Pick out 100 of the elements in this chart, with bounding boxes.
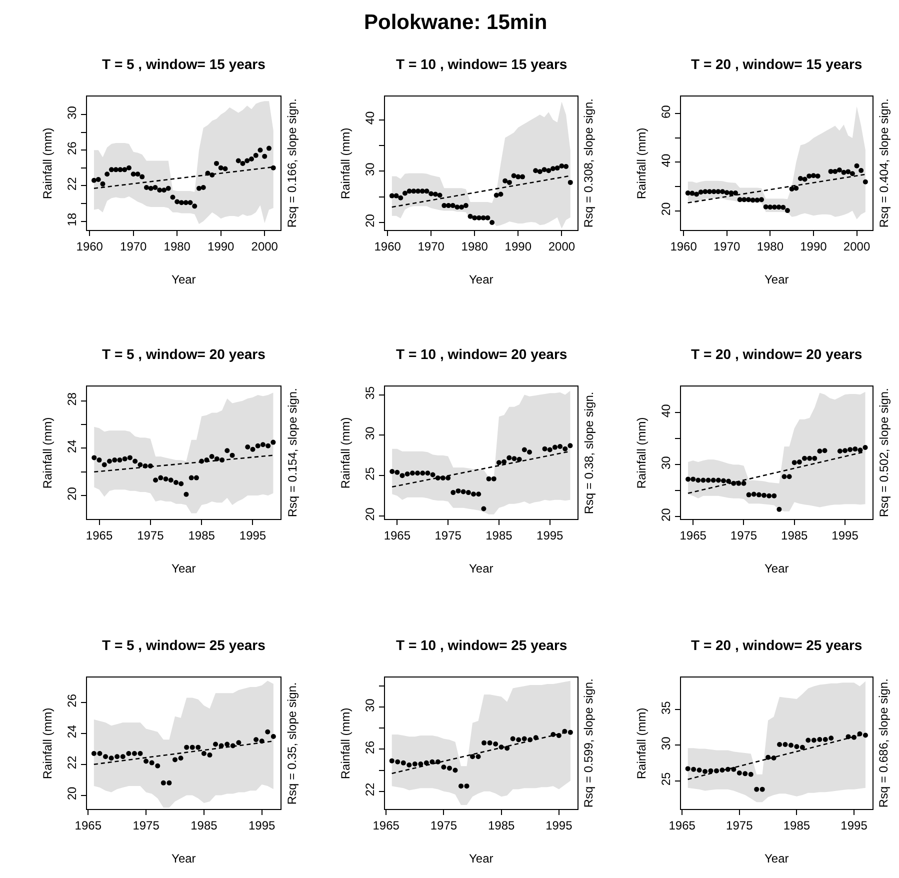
point [510, 736, 516, 742]
point [446, 476, 451, 481]
point [836, 168, 842, 172]
point [846, 734, 851, 740]
point [792, 460, 797, 466]
x-tick-label: 1995 [248, 818, 276, 833]
point [724, 190, 730, 196]
x-tick-label: 2000 [548, 240, 576, 254]
point [460, 489, 466, 494]
point [132, 458, 138, 464]
point [542, 167, 547, 172]
y-axis-title: Rainfall (mm) [338, 128, 352, 200]
point [425, 470, 430, 476]
point [118, 167, 123, 172]
point [194, 475, 199, 480]
point [754, 198, 760, 203]
point [168, 478, 174, 483]
point [468, 214, 473, 219]
point [776, 506, 782, 512]
point [554, 166, 560, 171]
point [812, 456, 818, 461]
x-tick-label: 1965 [86, 528, 113, 543]
point [766, 493, 772, 498]
point [854, 163, 860, 168]
x-tick-label: 1975 [730, 528, 758, 543]
point [188, 200, 193, 206]
x-tick-label: 2000 [251, 240, 278, 254]
point [494, 192, 499, 198]
x-tick-label: 1975 [137, 528, 164, 543]
point [153, 478, 158, 483]
x-tick-label: 1995 [832, 528, 859, 543]
point [152, 184, 158, 190]
point [456, 488, 461, 494]
point [760, 786, 765, 792]
x-tick-label: 1975 [430, 818, 458, 833]
point [266, 443, 271, 448]
point [470, 754, 476, 760]
point [122, 167, 128, 172]
x-tick-label: 1985 [488, 818, 515, 833]
point [772, 493, 777, 498]
x-tick-label: 1990 [208, 240, 235, 254]
point [837, 448, 842, 454]
point [265, 729, 270, 734]
point [218, 165, 224, 170]
point [777, 742, 782, 748]
point [746, 197, 752, 202]
point [476, 215, 482, 220]
point [91, 751, 96, 756]
text: Rsq = 0.154, slope sign. [285, 388, 300, 518]
point [126, 165, 132, 170]
point [166, 780, 172, 786]
point [533, 168, 538, 174]
y-axis-title: Rainfall (mm) [40, 708, 54, 780]
chart-title: T = 20 , window= 20 years [691, 346, 862, 362]
point [562, 446, 568, 452]
point [685, 190, 690, 196]
point [550, 732, 556, 738]
point [850, 171, 855, 176]
point [481, 506, 486, 512]
point [686, 476, 691, 482]
point [184, 492, 189, 497]
point [542, 446, 548, 452]
y-tick-label: 24 [65, 439, 80, 454]
x-tick-label: 1970 [418, 240, 445, 254]
point [685, 766, 690, 772]
x-tick-label: 1985 [190, 818, 218, 833]
point [412, 761, 418, 766]
x-tick-label: 1985 [486, 528, 513, 543]
point [822, 737, 828, 742]
point [750, 198, 756, 203]
point [435, 759, 440, 764]
point [250, 446, 256, 452]
x-tick-label: 1970 [714, 240, 741, 254]
point [117, 458, 122, 463]
point [390, 469, 395, 474]
x-tick-label: 1980 [164, 240, 191, 254]
y-tick-label: 35 [363, 386, 378, 400]
point [502, 459, 507, 464]
point [741, 480, 746, 486]
point [520, 174, 526, 180]
point [144, 758, 149, 764]
chart-title: T = 5 , window= 20 years [102, 346, 266, 362]
point [132, 751, 137, 756]
point [96, 458, 102, 463]
point [737, 197, 742, 202]
point [762, 492, 766, 498]
point [113, 167, 118, 172]
point [780, 204, 786, 210]
point [776, 204, 782, 210]
point [415, 470, 420, 476]
text: Rsq = 0.166, slope sign. [284, 98, 299, 228]
x-tick-label: 1970 [120, 240, 148, 254]
point [262, 154, 268, 159]
point [700, 478, 706, 483]
x-axis-title: Year [764, 852, 789, 866]
point [258, 148, 263, 153]
point [224, 742, 230, 747]
point [102, 462, 107, 468]
point [420, 188, 425, 194]
x-tick-label: 2000 [843, 240, 870, 254]
